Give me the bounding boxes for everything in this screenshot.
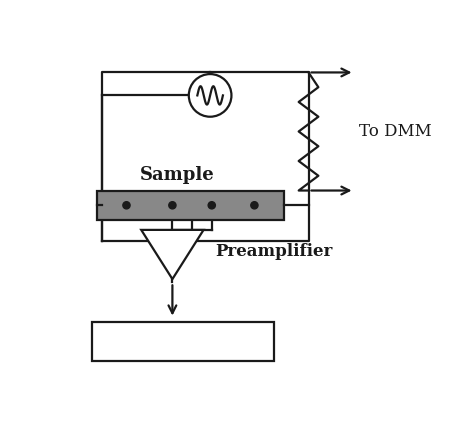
Circle shape <box>123 201 130 209</box>
Text: Preamplifier: Preamplifier <box>215 243 332 260</box>
Text: Lock-in-amplifier: Lock-in-amplifier <box>102 333 264 350</box>
Polygon shape <box>141 230 203 279</box>
Text: To DMM: To DMM <box>359 123 432 140</box>
Circle shape <box>189 74 231 117</box>
Circle shape <box>169 201 176 209</box>
Bar <box>97 190 284 220</box>
Circle shape <box>208 201 215 209</box>
Bar <box>92 322 274 361</box>
Circle shape <box>251 201 258 209</box>
Text: Sample: Sample <box>140 166 215 184</box>
